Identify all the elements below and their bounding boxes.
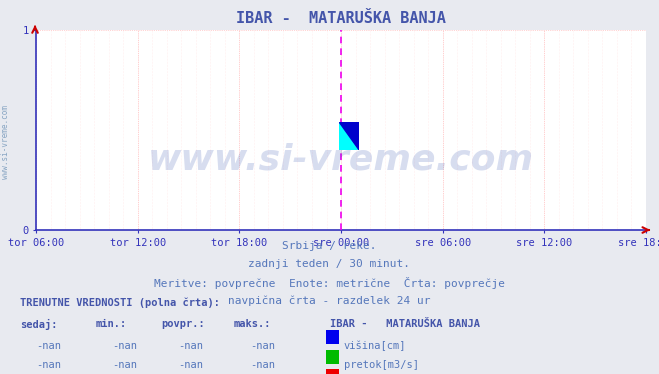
- Text: TRENUTNE VREDNOSTI (polna črta):: TRENUTNE VREDNOSTI (polna črta):: [20, 297, 219, 308]
- Text: -nan: -nan: [250, 341, 275, 351]
- Text: -nan: -nan: [112, 341, 137, 351]
- Text: -nan: -nan: [36, 341, 61, 351]
- Text: sedaj:: sedaj:: [20, 319, 57, 330]
- Text: -nan: -nan: [36, 360, 61, 370]
- Text: -nan: -nan: [112, 360, 137, 370]
- Text: povpr.:: povpr.:: [161, 319, 205, 329]
- Text: Srbija / reke.: Srbija / reke.: [282, 241, 377, 251]
- Text: navpična črta - razdelek 24 ur: navpična črta - razdelek 24 ur: [228, 295, 431, 306]
- Title: IBAR -  MATARUŠKA BANJA: IBAR - MATARUŠKA BANJA: [236, 11, 446, 26]
- Text: min.:: min.:: [96, 319, 127, 329]
- Text: zadnji teden / 30 minut.: zadnji teden / 30 minut.: [248, 259, 411, 269]
- Text: www.si-vreme.com: www.si-vreme.com: [148, 143, 534, 177]
- Text: -nan: -nan: [178, 341, 203, 351]
- Text: www.si-vreme.com: www.si-vreme.com: [1, 105, 10, 179]
- Text: maks.:: maks.:: [234, 319, 272, 329]
- Text: Meritve: povprečne  Enote: metrične  Črta: povprečje: Meritve: povprečne Enote: metrične Črta:…: [154, 277, 505, 289]
- Text: IBAR -   MATARUŠKA BANJA: IBAR - MATARUŠKA BANJA: [330, 319, 480, 329]
- Polygon shape: [339, 122, 359, 150]
- Text: višina[cm]: višina[cm]: [344, 341, 407, 351]
- Polygon shape: [339, 122, 359, 136]
- Polygon shape: [339, 122, 359, 150]
- Text: pretok[m3/s]: pretok[m3/s]: [344, 360, 419, 370]
- Text: -nan: -nan: [250, 360, 275, 370]
- Text: -nan: -nan: [178, 360, 203, 370]
